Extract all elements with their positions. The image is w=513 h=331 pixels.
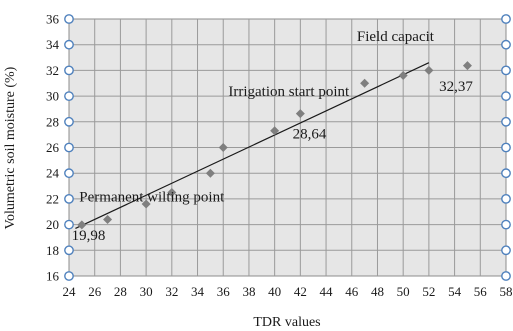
axis-tick-marker	[501, 168, 511, 179]
x-tick-label: 34	[191, 284, 205, 299]
x-tick-label: 58	[500, 284, 513, 299]
y-tick-label: 32	[46, 63, 59, 78]
y-tick-label: 18	[46, 243, 59, 258]
axis-tick-marker	[64, 245, 74, 256]
axis-tick-marker	[64, 39, 74, 50]
axis-tick-marker	[64, 219, 74, 230]
axis-tick-marker	[501, 142, 511, 153]
annotation-label: 19,98	[72, 228, 106, 244]
axis-tick-marker	[64, 91, 74, 102]
x-tick-label: 52	[422, 284, 435, 299]
y-tick-labels: 16 18 20 22 24 26 28 30 32 34 36	[46, 12, 60, 284]
y-tick-label: 26	[46, 140, 60, 155]
axis-tick-marker	[64, 168, 74, 179]
data-point	[167, 187, 177, 197]
x-tick-label: 46	[345, 284, 359, 299]
axis-tick-marker	[501, 116, 511, 127]
y-tick-label: 28	[46, 114, 59, 129]
data-point	[103, 214, 113, 224]
y-tick-label: 34	[46, 37, 60, 52]
y-tick-label: 16	[46, 269, 60, 284]
axis-tick-marker	[64, 271, 74, 281]
data-point	[218, 143, 228, 152]
x-tick-label: 42	[294, 284, 307, 299]
y-tick-label: 30	[46, 89, 59, 104]
data-points	[77, 61, 472, 230]
axis-tick-marker	[64, 65, 74, 76]
x-tick-label: 24	[63, 284, 77, 299]
y-tick-label: 36	[46, 12, 60, 27]
axis-tick-marker	[501, 219, 511, 230]
trendline	[75, 62, 430, 229]
data-point	[77, 220, 87, 230]
x-tick-label: 48	[371, 284, 384, 299]
y-tick-label: 20	[46, 217, 59, 232]
axis-tick-marker	[501, 193, 511, 204]
x-axis-title: TDR values	[253, 315, 320, 330]
x-tick-label: 44	[320, 284, 334, 299]
axis-tick-marker	[501, 39, 511, 50]
annotation-label: Irrigation start point	[228, 84, 350, 100]
axis-tick-marker	[64, 14, 74, 24]
annotation-label: Field capacit	[357, 29, 435, 45]
data-point	[295, 109, 305, 119]
trendline-layer	[75, 62, 430, 229]
axis-tick-marker	[501, 91, 511, 102]
axis-tick-marker	[64, 193, 74, 204]
x-tick-label: 54	[448, 284, 462, 299]
x-tick-label: 40	[268, 284, 281, 299]
data-point	[360, 78, 370, 88]
axis-tick-marker	[64, 116, 74, 127]
x-tick-label: 50	[397, 284, 410, 299]
x-tick-label: 36	[217, 284, 231, 299]
axis-tick-marker	[501, 271, 511, 281]
data-point	[141, 199, 151, 209]
x-tick-label: 28	[114, 284, 127, 299]
y-tick-label: 24	[46, 166, 60, 181]
y-tick-label: 22	[46, 191, 59, 206]
x-tick-label: 30	[140, 284, 153, 299]
x-tick-labels: 24 26 28 30 32 34 36 38 40 42 44 46 48 50 52 54 56 58	[63, 284, 513, 299]
x-tick-label: 26	[88, 284, 102, 299]
axis-tick-marker	[64, 142, 74, 153]
axis-tick-marker	[501, 14, 511, 24]
data-point	[424, 65, 434, 75]
x-tick-label: 38	[242, 284, 255, 299]
axis-tick-markers	[64, 14, 511, 281]
data-point	[398, 71, 408, 81]
gridlines	[69, 19, 506, 276]
annotation-label: Permanent wilting point	[79, 189, 225, 205]
annotation-label: 28,64	[293, 127, 327, 143]
x-tick-label: 56	[474, 284, 488, 299]
x-tick-label: 32	[165, 284, 178, 299]
annotations: Permanent wilting point 19,98 Irrigation s…	[72, 29, 474, 244]
data-point	[462, 61, 472, 71]
axis-tick-marker	[501, 65, 511, 76]
data-point	[270, 126, 280, 136]
axis-tick-marker	[501, 245, 511, 256]
data-point	[205, 168, 215, 178]
annotation-label: 32,37	[439, 79, 473, 95]
y-axis-title: Volumetric soil moisture (%)	[3, 66, 18, 229]
